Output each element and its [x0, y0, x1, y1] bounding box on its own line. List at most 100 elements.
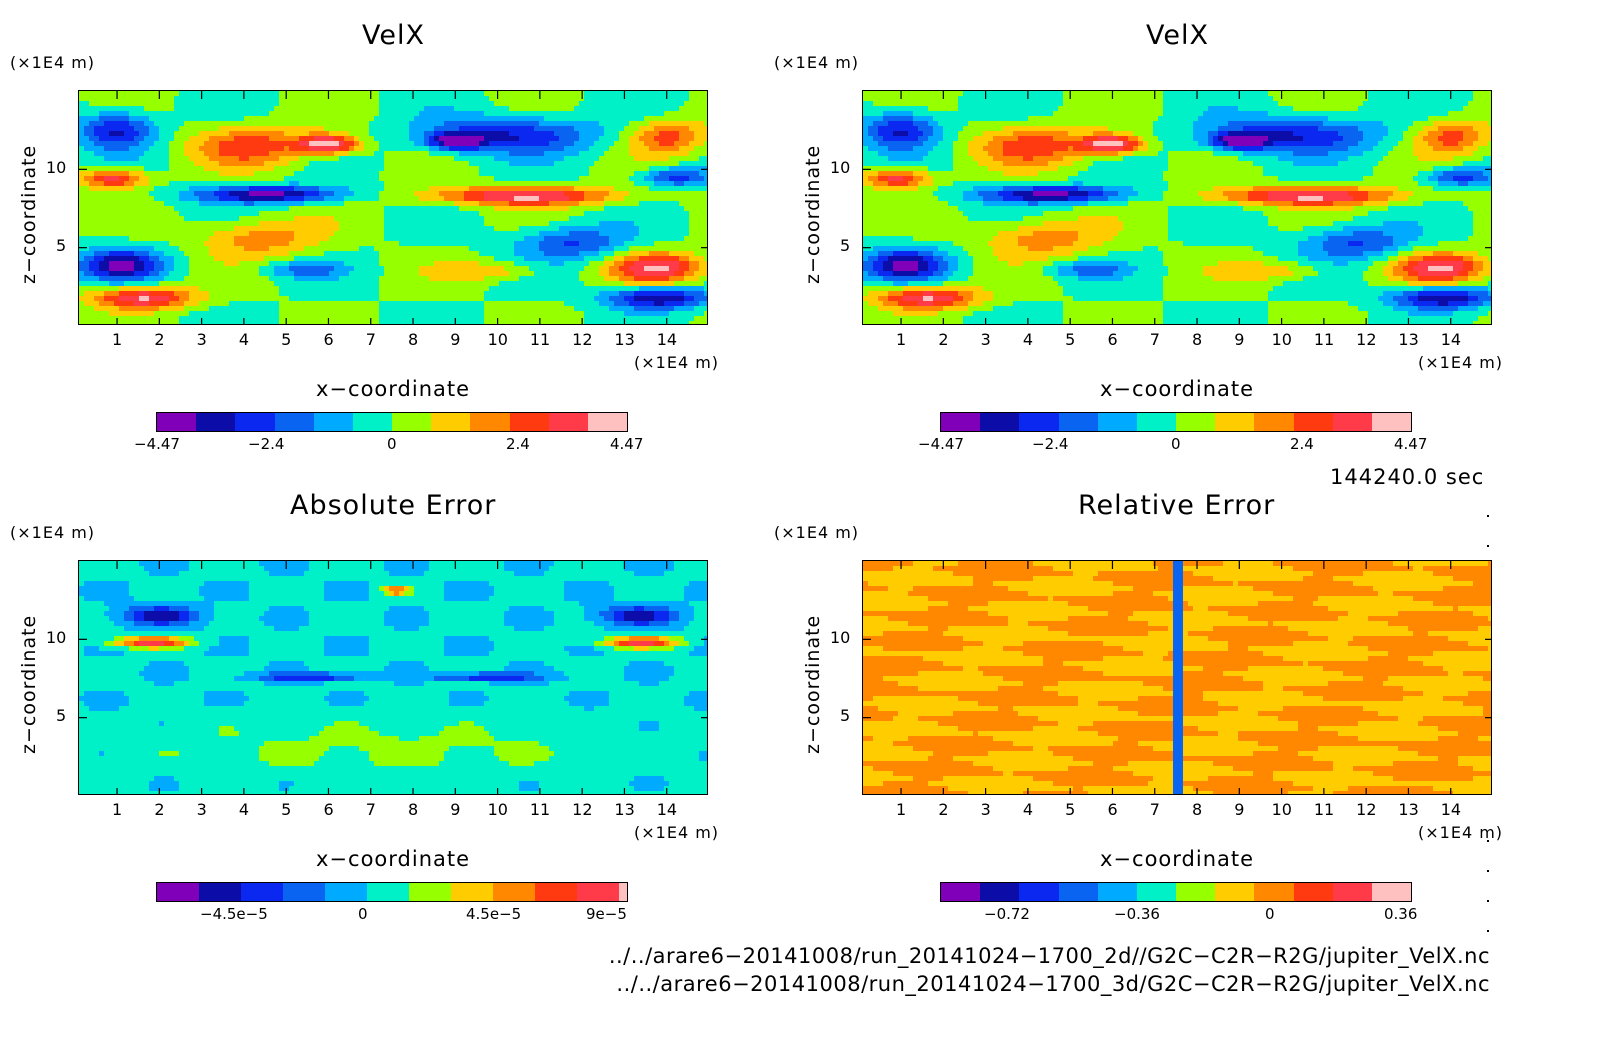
x-tick-5: 5: [281, 800, 291, 819]
heatmap-absolute-error: [79, 561, 707, 794]
colorbar-swatch: [535, 883, 577, 901]
plot-area: [78, 90, 708, 325]
chart-title: Relative Error: [1078, 490, 1275, 521]
x-tick-4: 4: [1023, 800, 1033, 819]
heatmap-velx-right: [863, 91, 1491, 324]
x-tick-8: 8: [408, 800, 418, 819]
y-tick-10: 10: [46, 628, 66, 647]
colorbar-swatch: [619, 883, 627, 901]
colorbar-swatch: [157, 413, 197, 431]
colorbar-swatch: [1332, 883, 1372, 901]
colorbar-swatch: [352, 413, 393, 431]
colorbar: [156, 882, 628, 902]
x-tick-9: 9: [1234, 800, 1244, 819]
x-tick-5: 5: [1065, 800, 1075, 819]
x-tick-7: 7: [1150, 800, 1160, 819]
x-tick-4: 4: [239, 330, 249, 349]
y-unit-label: (×1E4 m): [10, 523, 95, 542]
y-axis-label: z−coordinate: [802, 145, 824, 284]
colorbar-label-2: 4.5e−5: [466, 905, 521, 923]
colorbar-swatch: [431, 413, 471, 431]
colorbar: [156, 412, 628, 432]
x-tick-5: 5: [1065, 330, 1075, 349]
colorbar-swatch: [451, 883, 493, 901]
colorbar-swatch: [235, 413, 275, 431]
colorbar-swatch: [509, 413, 549, 431]
x-tick-2: 2: [154, 330, 164, 349]
colorbar: [940, 412, 1412, 432]
x-tick-3: 3: [981, 800, 991, 819]
y-tick-5: 5: [840, 236, 850, 255]
x-axis-label: x−coordinate: [316, 847, 470, 871]
x-tick-11: 11: [530, 800, 550, 819]
colorbar-label-1: −2.4: [1032, 435, 1068, 453]
x-tick-4: 4: [1023, 330, 1033, 349]
x-tick-12: 12: [572, 330, 592, 349]
x-tick-3: 3: [197, 330, 207, 349]
y-tick-10: 10: [830, 158, 850, 177]
colorbar-swatch: [1254, 883, 1294, 901]
colorbar-label-1: 0: [358, 905, 368, 923]
x-tick-2: 2: [938, 330, 948, 349]
x-tick-13: 13: [614, 330, 634, 349]
colorbar-label-3: 0.36: [1384, 905, 1417, 923]
file-path-2d: ../../arare6−20141008/run_20141024−1700_…: [609, 944, 1490, 968]
edge-dot: [1487, 840, 1489, 842]
x-tick-14: 14: [657, 800, 677, 819]
panel-velx-right: VelX (×1E4 m) z−coordinate 10 5 (×1E4 m)…: [774, 0, 1564, 470]
colorbar-label-3: 9e−5: [586, 905, 627, 923]
colorbar-swatch: [577, 883, 619, 901]
chart-title: Absolute Error: [290, 490, 496, 521]
colorbar-swatch: [1215, 883, 1255, 901]
x-tick-10: 10: [488, 330, 508, 349]
y-tick-10: 10: [830, 628, 850, 647]
chart-title: VelX: [362, 20, 425, 51]
x-tick-4: 4: [239, 800, 249, 819]
x-tick-3: 3: [197, 800, 207, 819]
y-tick-5: 5: [840, 706, 850, 725]
edge-dot: [1487, 900, 1489, 902]
colorbar-swatch: [367, 883, 409, 901]
colorbar-swatch: [470, 413, 510, 431]
colorbar-swatch: [1293, 883, 1333, 901]
colorbar-label-0: −4.47: [918, 435, 964, 453]
colorbar-swatch: [1176, 883, 1216, 901]
colorbar-swatch: [1097, 883, 1137, 901]
x-tick-1: 1: [896, 330, 906, 349]
x-tick-1: 1: [112, 800, 122, 819]
colorbar-swatch: [1019, 883, 1059, 901]
x-tick-7: 7: [1150, 330, 1160, 349]
y-unit-label: (×1E4 m): [10, 53, 95, 72]
x-tick-10: 10: [488, 800, 508, 819]
colorbar-swatch: [548, 413, 588, 431]
colorbar-swatch: [1371, 883, 1412, 901]
colorbar-swatch: [1058, 883, 1098, 901]
x-tick-6: 6: [1107, 330, 1117, 349]
y-axis-label: z−coordinate: [802, 615, 824, 754]
x-tick-11: 11: [1314, 330, 1334, 349]
colorbar-swatch: [941, 413, 981, 431]
file-path-3d: ../../arare6−20141008/run_20141024−1700_…: [616, 972, 1490, 996]
y-axis-label: z−coordinate: [18, 615, 40, 754]
x-tick-6: 6: [323, 800, 333, 819]
colorbar-swatch: [325, 883, 367, 901]
x-tick-14: 14: [1441, 800, 1461, 819]
y-unit-label: (×1E4 m): [774, 53, 859, 72]
colorbar-label-4: 4.47: [610, 435, 643, 453]
colorbar-label-1: −2.4: [248, 435, 284, 453]
colorbar-swatch: [1176, 413, 1216, 431]
x-tick-7: 7: [366, 800, 376, 819]
timestamp: 144240.0 sec: [1330, 465, 1484, 489]
x-tick-14: 14: [1441, 330, 1461, 349]
x-tick-13: 13: [614, 800, 634, 819]
colorbar-swatch: [1371, 413, 1412, 431]
colorbar-swatch: [1097, 413, 1137, 431]
colorbar-swatch: [1136, 413, 1177, 431]
x-axis-label: x−coordinate: [316, 377, 470, 401]
x-tick-2: 2: [154, 800, 164, 819]
colorbar-swatch: [1058, 413, 1098, 431]
colorbar-swatch: [241, 883, 283, 901]
x-tick-12: 12: [572, 800, 592, 819]
x-unit-label: (×1E4 m): [634, 353, 719, 372]
colorbar-label-1: −0.36: [1114, 905, 1160, 923]
